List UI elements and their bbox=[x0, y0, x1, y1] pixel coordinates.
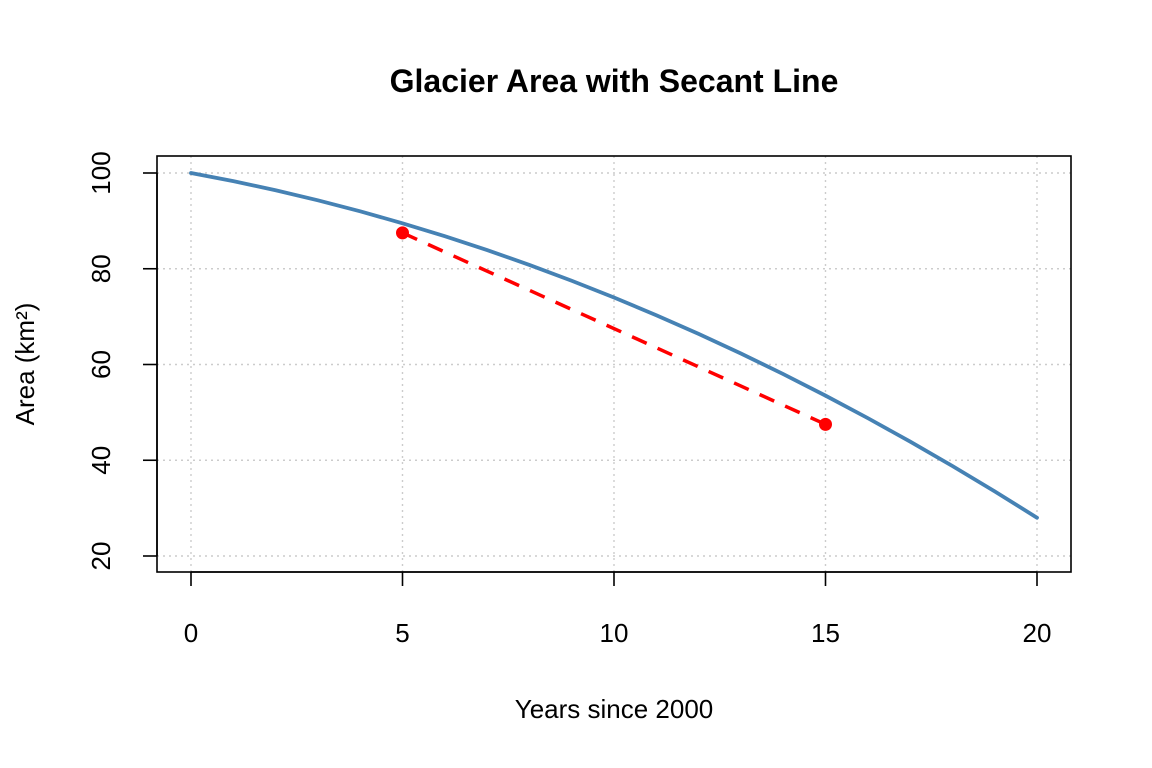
glacier-area-line bbox=[189, 171, 1039, 520]
x-axis: 0 5 10 15 20 bbox=[184, 571, 1052, 648]
y-tick-label-4: 100 bbox=[86, 151, 116, 194]
y-tick-label-0: 20 bbox=[86, 542, 116, 571]
x-tick-label-1: 5 bbox=[395, 618, 409, 648]
points-layer bbox=[396, 226, 832, 431]
y-tick-label-1: 40 bbox=[86, 446, 116, 475]
y-axis-label: Area (km²) bbox=[10, 303, 40, 426]
chart-title: Glacier Area with Secant Line bbox=[390, 63, 839, 99]
x-tick-label-2: 10 bbox=[600, 618, 629, 648]
secant-point-0 bbox=[396, 226, 409, 240]
x-tick-label-4: 20 bbox=[1023, 618, 1052, 648]
x-tick-label-3: 15 bbox=[811, 618, 840, 648]
y-tick-label-3: 80 bbox=[86, 254, 116, 283]
secant-line bbox=[401, 231, 827, 426]
y-axis: 20 40 60 80 100 bbox=[86, 151, 158, 571]
x-tick-label-0: 0 bbox=[184, 618, 198, 648]
grid bbox=[157, 156, 1071, 572]
x-axis-label: Years since 2000 bbox=[515, 694, 714, 724]
secant-point-1 bbox=[819, 417, 832, 431]
y-tick-label-2: 60 bbox=[86, 350, 116, 379]
series-layer bbox=[189, 171, 1039, 520]
